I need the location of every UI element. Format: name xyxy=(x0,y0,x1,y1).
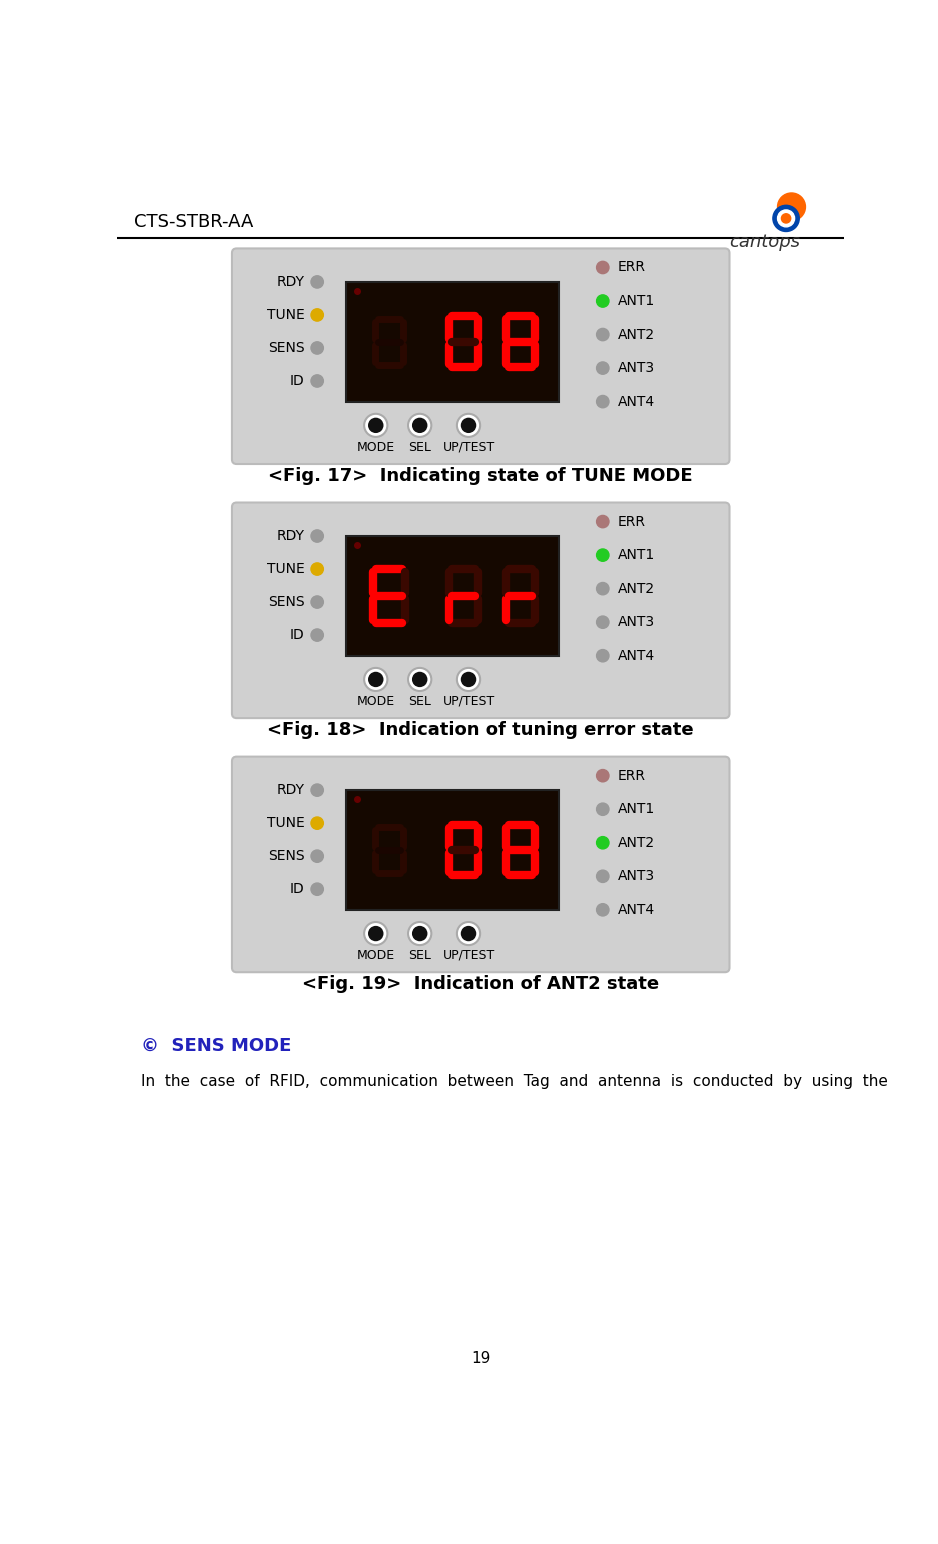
Bar xyxy=(346,536,559,656)
Circle shape xyxy=(597,550,609,562)
Text: SEL: SEL xyxy=(408,950,431,962)
Circle shape xyxy=(412,926,428,942)
Circle shape xyxy=(311,628,324,641)
Circle shape xyxy=(597,261,609,273)
Text: In  the  case  of  RFID,  communication  between  Tag  and  antenna  is  conduct: In the case of RFID, communication betwe… xyxy=(141,1075,887,1089)
Circle shape xyxy=(457,922,480,945)
Text: ERR: ERR xyxy=(618,769,646,783)
Circle shape xyxy=(364,922,387,945)
Circle shape xyxy=(368,926,384,942)
Text: SENS: SENS xyxy=(267,341,304,355)
Text: ANT2: ANT2 xyxy=(618,835,656,849)
Text: 19: 19 xyxy=(471,1351,491,1366)
Text: TUNE: TUNE xyxy=(266,562,304,576)
Text: TUNE: TUNE xyxy=(266,817,304,831)
Text: CTS-STBR-AA: CTS-STBR-AA xyxy=(134,213,253,232)
Circle shape xyxy=(597,395,609,408)
Text: UP/TEST: UP/TEST xyxy=(443,950,494,962)
Text: MODE: MODE xyxy=(356,950,395,962)
Circle shape xyxy=(457,414,480,437)
Circle shape xyxy=(597,329,609,341)
Text: <Fig. 18>  Indication of tuning error state: <Fig. 18> Indication of tuning error sta… xyxy=(267,721,694,740)
Circle shape xyxy=(597,837,609,849)
Text: ANT3: ANT3 xyxy=(618,361,656,375)
Text: UP/TEST: UP/TEST xyxy=(443,440,494,454)
Circle shape xyxy=(778,210,794,227)
Circle shape xyxy=(311,851,324,863)
Circle shape xyxy=(457,669,480,692)
Text: ANT1: ANT1 xyxy=(618,293,656,307)
Circle shape xyxy=(311,596,324,608)
Text: ANT4: ANT4 xyxy=(618,903,656,917)
FancyBboxPatch shape xyxy=(232,249,730,465)
Text: ANT2: ANT2 xyxy=(618,327,656,341)
Text: ERR: ERR xyxy=(618,514,646,528)
Bar xyxy=(346,283,559,401)
Circle shape xyxy=(311,883,324,896)
Circle shape xyxy=(311,564,324,576)
Circle shape xyxy=(778,193,806,221)
Circle shape xyxy=(408,414,431,437)
Circle shape xyxy=(597,769,609,781)
Text: SENS: SENS xyxy=(267,849,304,863)
Circle shape xyxy=(597,516,609,528)
Text: <Fig. 19>  Indication of ANT2 state: <Fig. 19> Indication of ANT2 state xyxy=(302,976,659,993)
Circle shape xyxy=(311,784,324,797)
Text: ANT2: ANT2 xyxy=(618,582,656,596)
Text: RDY: RDY xyxy=(277,530,304,543)
Text: ©  SENS MODE: © SENS MODE xyxy=(141,1038,291,1055)
Text: ANT3: ANT3 xyxy=(618,869,656,883)
Text: ID: ID xyxy=(290,882,304,896)
Text: ANT4: ANT4 xyxy=(618,395,656,409)
Circle shape xyxy=(597,616,609,628)
Bar xyxy=(346,791,559,909)
Text: TUNE: TUNE xyxy=(266,307,304,323)
Text: ANT1: ANT1 xyxy=(618,548,656,562)
Text: SENS: SENS xyxy=(267,594,304,608)
Circle shape xyxy=(364,414,387,437)
Circle shape xyxy=(368,417,384,432)
Text: ERR: ERR xyxy=(618,261,646,275)
Text: RDY: RDY xyxy=(277,275,304,289)
FancyBboxPatch shape xyxy=(232,502,730,718)
Text: RDY: RDY xyxy=(277,783,304,797)
Circle shape xyxy=(461,417,477,432)
Text: ANT4: ANT4 xyxy=(618,648,656,662)
Text: cantops: cantops xyxy=(729,233,800,252)
Text: MODE: MODE xyxy=(356,695,395,707)
Circle shape xyxy=(311,341,324,354)
Circle shape xyxy=(773,205,799,232)
Circle shape xyxy=(311,309,324,321)
Text: MODE: MODE xyxy=(356,440,395,454)
Text: <Fig. 17>  Indicating state of TUNE MODE: <Fig. 17> Indicating state of TUNE MODE xyxy=(268,468,693,485)
Circle shape xyxy=(597,903,609,916)
Circle shape xyxy=(311,276,324,289)
Circle shape xyxy=(311,375,324,388)
Circle shape xyxy=(311,817,324,829)
Text: SEL: SEL xyxy=(408,440,431,454)
Circle shape xyxy=(461,672,477,687)
Circle shape xyxy=(368,672,384,687)
Circle shape xyxy=(461,926,477,942)
Text: ID: ID xyxy=(290,374,304,388)
Circle shape xyxy=(412,672,428,687)
Circle shape xyxy=(412,417,428,432)
Circle shape xyxy=(408,669,431,692)
Circle shape xyxy=(597,871,609,883)
Circle shape xyxy=(364,669,387,692)
Circle shape xyxy=(311,530,324,542)
Text: SEL: SEL xyxy=(408,695,431,707)
Circle shape xyxy=(781,213,791,222)
Text: ID: ID xyxy=(290,628,304,642)
Circle shape xyxy=(597,582,609,594)
Circle shape xyxy=(597,803,609,815)
Circle shape xyxy=(597,361,609,374)
Circle shape xyxy=(408,922,431,945)
Text: ANT3: ANT3 xyxy=(618,615,656,630)
Text: ANT1: ANT1 xyxy=(618,803,656,817)
Circle shape xyxy=(597,295,609,307)
FancyBboxPatch shape xyxy=(232,757,730,973)
Text: UP/TEST: UP/TEST xyxy=(443,695,494,707)
Circle shape xyxy=(597,650,609,662)
